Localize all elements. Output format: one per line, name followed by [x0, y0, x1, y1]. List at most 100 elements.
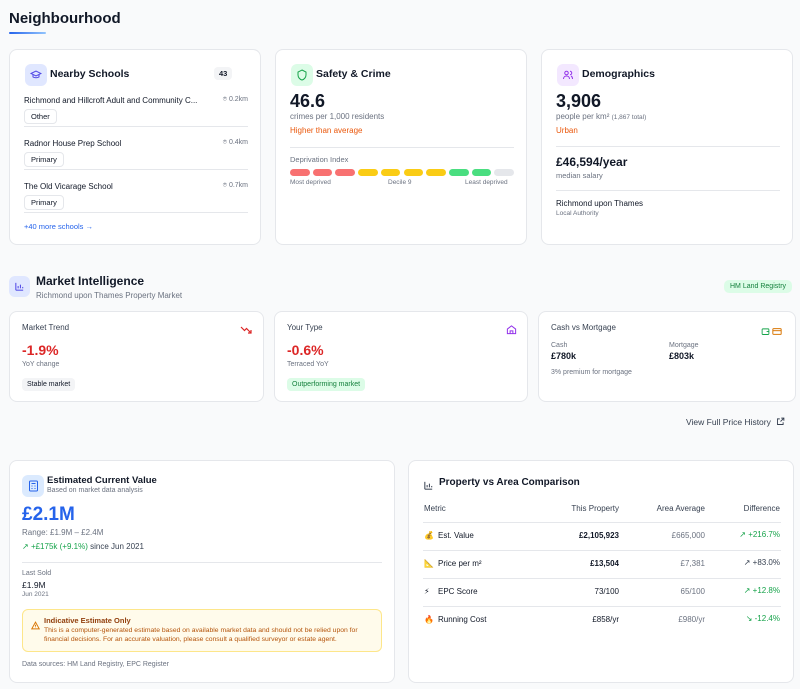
- fire-icon: 🔥: [424, 615, 434, 624]
- map-pin-icon: ⌾: [222, 182, 227, 189]
- divider: [423, 578, 781, 579]
- mortgage-value: £803k: [669, 351, 695, 361]
- estimate-change-since: since Jun 2021: [90, 542, 144, 551]
- deprivation-segment: [426, 169, 446, 176]
- deprivation-segment: [312, 169, 333, 176]
- table-row: 💰 Est. Value £2,105,923 £665,000 ↗ +216.…: [423, 523, 781, 550]
- mortgage-premium-note: 3% premium for mortgage: [551, 369, 632, 376]
- deprivation-segment: [403, 169, 424, 176]
- deprivation-label: Deprivation Index: [290, 155, 349, 164]
- difference-value: ↘ -12.4%: [745, 614, 780, 623]
- deprivation-bar: [290, 169, 514, 176]
- metric-name: EPC Score: [438, 587, 478, 596]
- estimate-card: Estimated Current Value Based on market …: [9, 460, 395, 683]
- money-bag-icon: 💰: [424, 531, 434, 540]
- divider: [24, 169, 248, 170]
- cash-mortgage-label: Cash vs Mortgage: [551, 323, 616, 332]
- divider: [24, 126, 248, 127]
- schools-card: Nearby Schools 43 Richmond and Hillcroft…: [9, 49, 261, 245]
- area-type: Urban: [556, 126, 578, 135]
- school-item[interactable]: Richmond and Hillcroft Adult and Communi…: [24, 95, 248, 127]
- safety-title: Safety & Crime: [316, 68, 391, 80]
- divider: [423, 550, 781, 551]
- trending-up-icon: ↗: [743, 586, 753, 595]
- market-trend-card: Market Trend -1.9% YoY change Stable mar…: [9, 311, 264, 402]
- market-title: Market Intelligence: [36, 274, 145, 288]
- deprivation-segment: [290, 169, 310, 176]
- cash-value: £780k: [551, 351, 577, 361]
- comparison-title: Property vs Area Comparison: [439, 477, 580, 488]
- lightning-icon: ⚡: [424, 587, 430, 596]
- schools-count-badge: 43: [214, 67, 233, 80]
- deprivation-segment: [335, 169, 356, 176]
- school-distance: ⌾ 0.4km: [222, 139, 248, 146]
- trending-up-icon: ↗: [739, 530, 749, 539]
- your-type-card: Your Type -0.6% Terraced YoY Outperformi…: [274, 311, 528, 402]
- table-row: ⚡ EPC Score 73/100 65/100 ↗ +12.8%: [423, 579, 781, 606]
- source-badge: HM Land Registry: [724, 280, 793, 293]
- shield-icon: [291, 64, 313, 86]
- table-row: 📐 Price per m² £13,504 £7,381 ↗ +83.0%: [423, 551, 781, 578]
- school-item[interactable]: Radnor House Prep School ⌾ 0.4km Primary: [24, 138, 248, 170]
- bar-chart-icon: [9, 276, 30, 297]
- trending-up-icon: ↗: [22, 542, 29, 551]
- warning-title: Indicative Estimate Only: [44, 616, 131, 625]
- demographics-title: Demographics: [582, 68, 655, 80]
- more-schools-link[interactable]: +40 more schools →: [24, 222, 93, 231]
- cash-mortgage-card: Cash vs Mortgage Cash £780k Mortgage £80…: [538, 311, 796, 402]
- crime-rate-unit: crimes per 1,000 residents: [290, 112, 385, 121]
- wallet-icon: [761, 323, 770, 341]
- comparison-card: Property vs Area Comparison Metric This …: [408, 460, 794, 683]
- trend-value: -1.9%: [22, 342, 59, 358]
- density-unit: people per km²: [556, 112, 610, 121]
- property-value: £13,504: [590, 559, 619, 568]
- school-type-badge: Primary: [24, 195, 64, 210]
- salary-value: £46,594/year: [556, 155, 628, 169]
- authority-name: Richmond upon Thames: [556, 199, 644, 208]
- area-value: £7,381: [680, 559, 705, 568]
- col-header-area: Area Average: [656, 504, 705, 513]
- mortgage-label: Mortgage: [669, 342, 699, 349]
- price-history-label: View Full Price History: [686, 417, 771, 427]
- divider: [22, 562, 382, 563]
- area-value: 65/100: [680, 587, 705, 596]
- external-link-icon: [776, 417, 785, 428]
- estimate-range: Range: £1.9M – £2.4M: [22, 528, 104, 537]
- last-sold-value: £1.9M: [22, 580, 46, 590]
- col-header-metric: Metric: [424, 504, 446, 513]
- property-value: £858/yr: [592, 615, 619, 624]
- comparison-chart-icon: [423, 478, 434, 496]
- credit-card-icon: [772, 323, 782, 341]
- density-total: (1,867 total): [611, 114, 647, 121]
- property-value: 73/100: [594, 587, 619, 596]
- market-subtitle: Richmond upon Thames Property Market: [36, 291, 183, 300]
- metric-name: Est. Value: [438, 531, 474, 540]
- type-label: Your Type: [287, 323, 323, 332]
- map-pin-icon: ⌾: [222, 139, 227, 146]
- divider: [423, 522, 781, 523]
- difference-value: ↗ +12.8%: [743, 586, 780, 595]
- school-item[interactable]: The Old Vicarage School ⌾ 0.7km Primary: [24, 181, 248, 213]
- deprivation-segment: [448, 169, 469, 176]
- area-value: £665,000: [671, 531, 705, 540]
- trending-down-icon: ↘: [745, 614, 755, 623]
- comparison-table: Metric This Property Area Average Differ…: [423, 497, 781, 677]
- decile-label: Decile 9: [388, 179, 412, 186]
- warning-box: Indicative Estimate Only This is a compu…: [22, 609, 382, 652]
- demographics-card: Demographics 3,906 people per km² (1,867…: [541, 49, 793, 245]
- divider: [290, 147, 514, 148]
- table-header: Metric This Property Area Average Differ…: [423, 497, 781, 522]
- crime-rate-value: 46.6: [290, 91, 326, 111]
- price-history-link[interactable]: View Full Price History: [686, 417, 785, 428]
- estimate-title: Estimated Current Value: [47, 475, 157, 486]
- users-icon: [557, 64, 579, 86]
- difference-value: ↗ +216.7%: [739, 530, 780, 539]
- trend-label: Market Trend: [22, 323, 70, 332]
- title-underline: [9, 32, 46, 34]
- divider: [24, 212, 248, 213]
- density-value: 3,906: [556, 91, 602, 111]
- school-type-badge: Other: [24, 109, 57, 124]
- deprivation-segment: [358, 169, 378, 176]
- school-name: The Old Vicarage School: [24, 182, 113, 191]
- table-row: 🔥 Running Cost £858/yr £980/yr ↘ -12.4%: [423, 607, 781, 634]
